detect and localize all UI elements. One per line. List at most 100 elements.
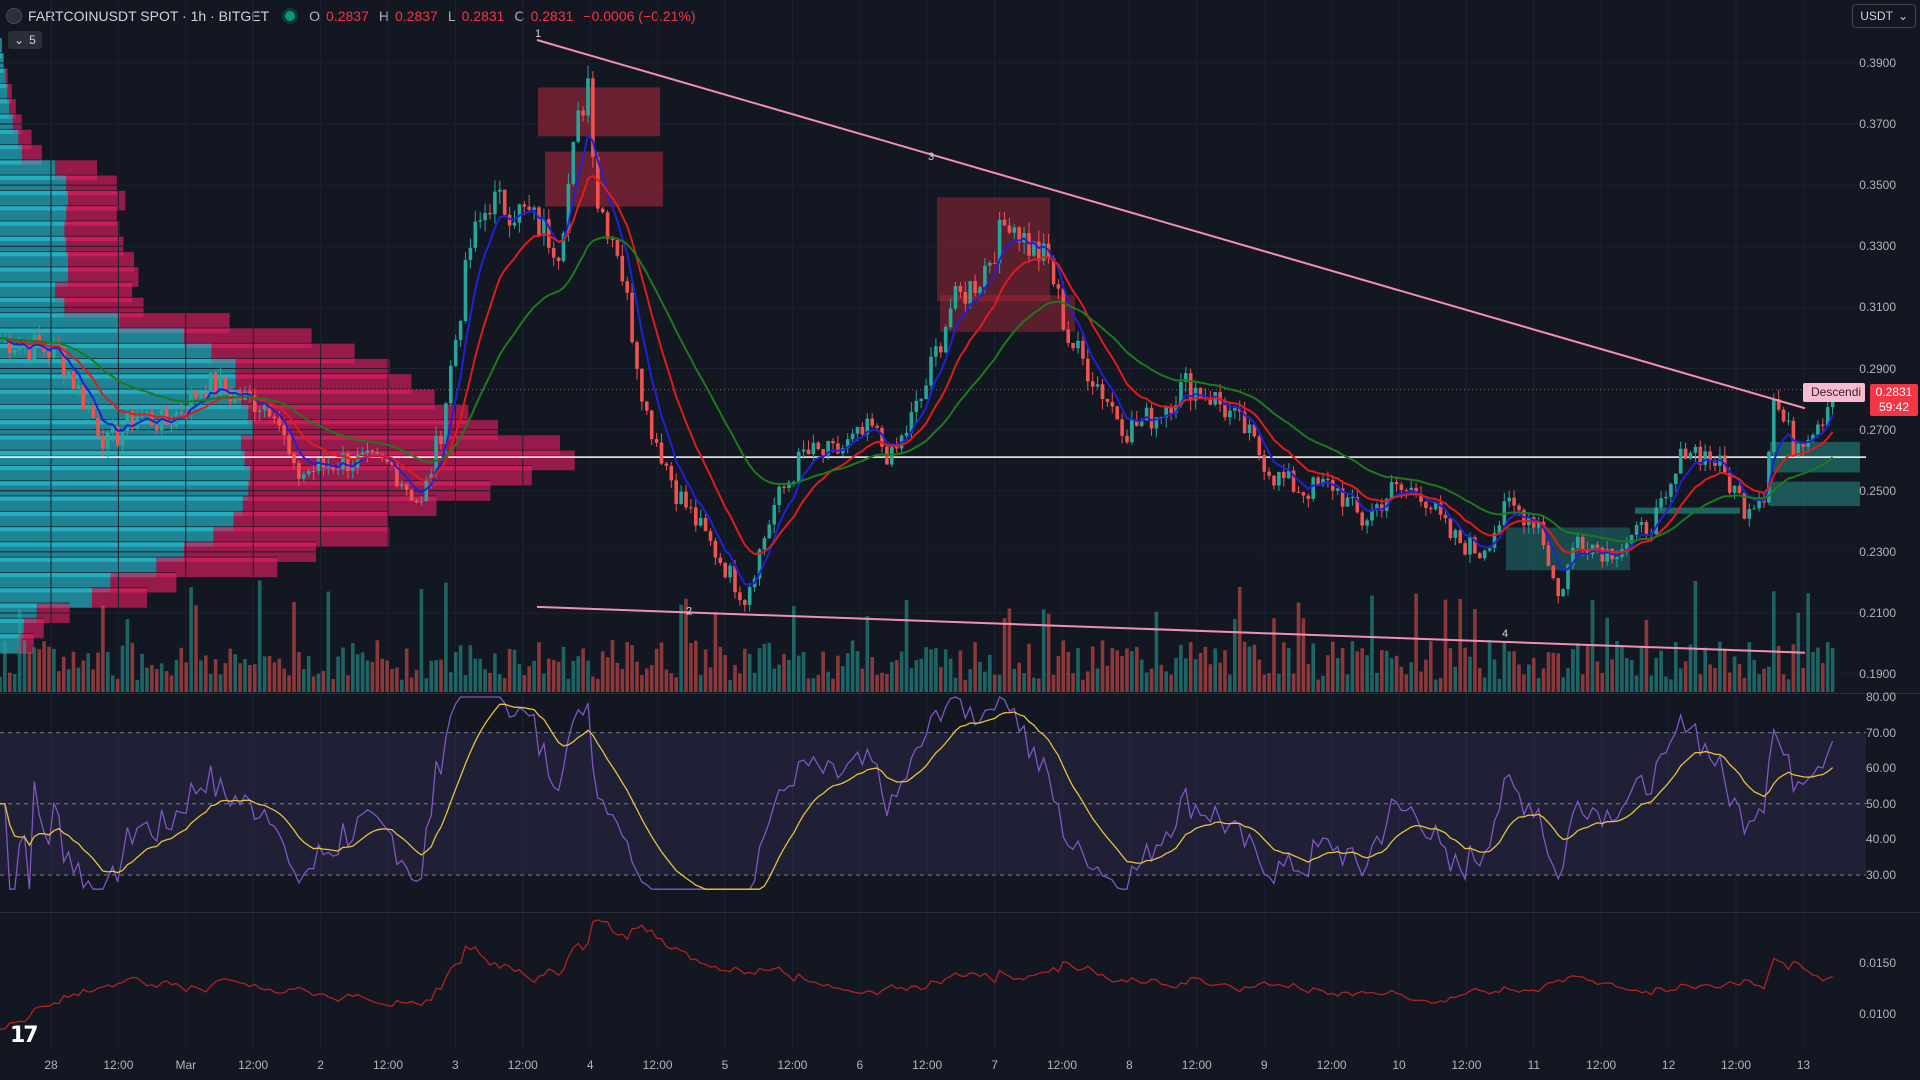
volume-bar (106, 652, 110, 692)
currency-label: USDT (1860, 9, 1893, 23)
candle-body (385, 458, 389, 462)
candle-body (42, 345, 46, 353)
candle-body (1507, 497, 1511, 502)
volume-bar (375, 640, 380, 692)
candle-body (723, 562, 727, 578)
candle-body (458, 321, 463, 340)
candle-body (1438, 502, 1443, 515)
volume-bar (1046, 613, 1051, 692)
volume-bar (341, 647, 345, 692)
candle-body (870, 418, 874, 426)
symbol-title[interactable]: FARTCOINUSDT SPOT · 1h · BITGET (28, 8, 270, 24)
rsi-ma-line (0, 703, 1834, 890)
volume-bar (1634, 675, 1639, 692)
volume-bar (551, 660, 556, 692)
candle-body (1081, 340, 1085, 359)
volume-bar (1727, 672, 1732, 692)
volume-bar (1350, 641, 1355, 692)
time-axis-label: 12:00 (1586, 1058, 1617, 1072)
volume-bar (1482, 677, 1487, 692)
volume-bar (91, 669, 95, 692)
candle-body (1345, 497, 1350, 507)
trendline[interactable] (536, 605, 1806, 654)
volume-bar (12, 674, 17, 692)
pattern-label[interactable]: Descendi (1803, 383, 1865, 402)
last-price-tag: 0.2831 59:42 (1870, 384, 1918, 416)
volume-bar (1135, 646, 1139, 692)
candle-body (1389, 482, 1394, 499)
candle-body (218, 377, 223, 396)
volume-bar (1066, 651, 1070, 692)
tradingview-logo-icon[interactable]: 𝟭𝟳 (10, 1022, 39, 1047)
time-axis-label: 12:00 (372, 1058, 404, 1072)
candle-body (1453, 530, 1458, 538)
volume-bar (1825, 642, 1830, 692)
candle-body (1296, 491, 1301, 493)
volume-bar (204, 655, 208, 692)
volume-bar (346, 675, 350, 692)
candle-body (1267, 471, 1271, 476)
trendline[interactable] (536, 39, 1806, 410)
volume-bar (253, 664, 257, 692)
candle-body (189, 390, 193, 414)
indicators-toggle-button[interactable]: ⌄ 5 (8, 31, 42, 49)
time-axis-label: 12:00 (1451, 1058, 1482, 1072)
candle-body (855, 426, 860, 434)
candle-body (272, 416, 277, 419)
volume-bar (914, 660, 919, 692)
volume-bar (1061, 640, 1066, 692)
bar-countdown: 59:42 (1878, 400, 1910, 414)
volume-bar (159, 663, 164, 692)
volume-bar (1228, 674, 1232, 692)
candle-body (1223, 404, 1227, 418)
volume-bar (782, 653, 786, 692)
candle-body (1164, 407, 1168, 418)
volume-bar (1571, 648, 1575, 692)
pane-separator[interactable] (0, 912, 1920, 913)
volume-bar (1443, 599, 1448, 692)
trendlines[interactable]: 1 2 3 4 (535, 28, 1806, 654)
volume-bar (1242, 641, 1247, 692)
candle-body (47, 352, 51, 358)
volume-bar (1791, 644, 1796, 692)
candle-body (1032, 241, 1036, 256)
volume-bar (1502, 641, 1507, 692)
candle-body (826, 441, 830, 456)
ohlc-low-value: 0.2831 (461, 8, 505, 24)
symbol-legend[interactable]: FARTCOINUSDT SPOT · 1h · BITGET O 0.2837 … (6, 6, 700, 26)
volume-bar (605, 657, 610, 692)
candle-body (8, 337, 12, 353)
candle-body (194, 390, 198, 399)
time-axis-label: 5 (721, 1058, 729, 1072)
candle-body (1664, 496, 1668, 499)
volume-bar (703, 649, 708, 692)
volume-bar (850, 640, 855, 692)
time-axis-label: 10 (1392, 1058, 1406, 1072)
volume-bar (1703, 647, 1707, 692)
volume-bar (1051, 674, 1056, 692)
candle-body (120, 431, 125, 446)
candle-body (517, 204, 522, 223)
candle-body (1179, 381, 1183, 406)
candle-body (1683, 448, 1688, 459)
candle-body (600, 208, 605, 213)
volume-bar (517, 664, 522, 692)
volume-bar (1247, 646, 1252, 692)
volume-bar (811, 678, 816, 692)
candle-body (213, 372, 218, 396)
candle-body (184, 413, 188, 415)
candle-body (1188, 373, 1193, 401)
candle-body (865, 418, 870, 435)
volume-bar (1203, 646, 1208, 692)
time-axis-label: 4 (586, 1058, 594, 1072)
pane-separator[interactable] (0, 693, 1920, 694)
candle-body (551, 247, 556, 258)
candle-body (12, 349, 17, 353)
volume-bar (899, 651, 904, 692)
volume-bar (777, 664, 781, 692)
volume-bar (855, 651, 860, 692)
volume-bar (1723, 648, 1727, 692)
candle-body (243, 391, 247, 401)
currency-selector[interactable]: USDT ⌄ (1852, 4, 1916, 28)
